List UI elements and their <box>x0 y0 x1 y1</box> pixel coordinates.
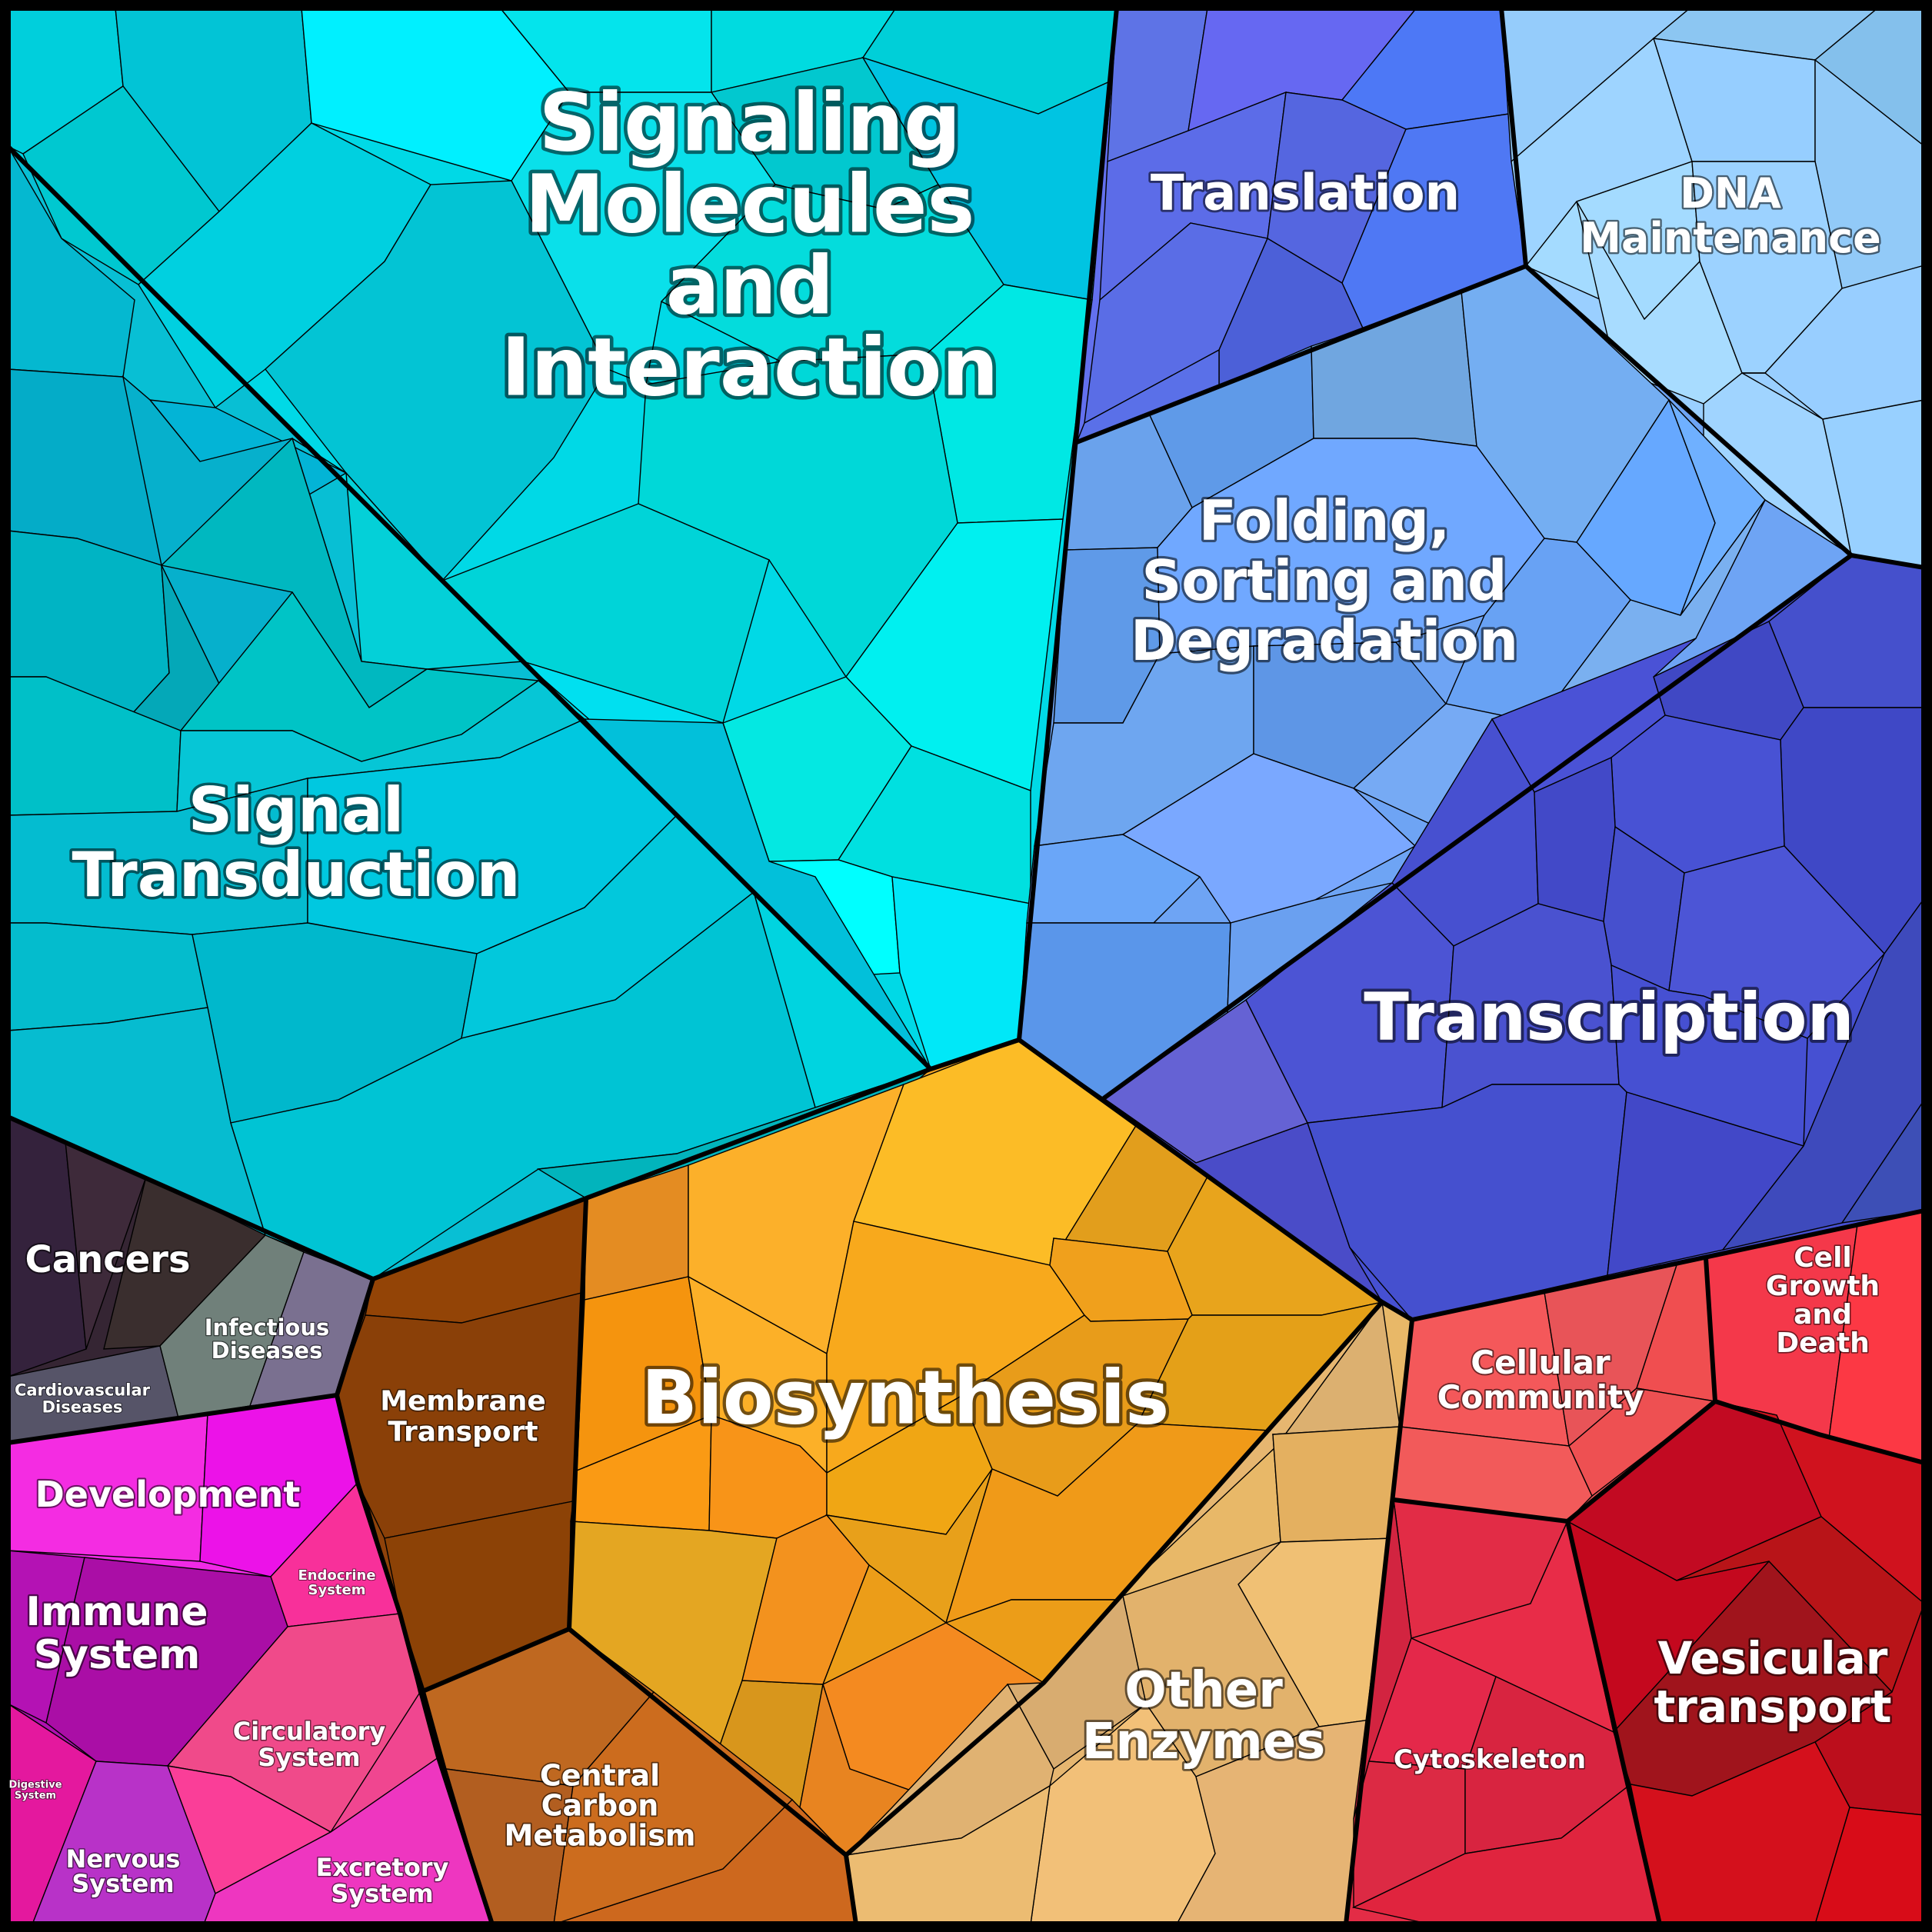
label-other-enzymes: Other Enzymes <box>1082 1662 1325 1770</box>
label-digestive-system: Digestive System <box>8 1780 62 1802</box>
label-infectious-diseases: Infectious Diseases <box>205 1314 330 1364</box>
label-vesicular-transport: Vesicular transport <box>1654 1632 1892 1733</box>
label-folding: Folding, Sorting and Degradation <box>1131 488 1518 673</box>
border <box>5 144 933 1071</box>
cell <box>1121 753 1417 924</box>
label-cytoskeleton: Cytoskeleton <box>1394 1744 1586 1775</box>
label-endocrine-system: Endocrine System <box>298 1567 375 1598</box>
label-nervous-system: Nervous System <box>66 1844 181 1898</box>
label-development: Development <box>35 1474 301 1515</box>
label-immune-system: Immune System <box>25 1589 208 1678</box>
label-circulatory-system: Circulatory System <box>233 1717 386 1772</box>
border <box>1102 553 1853 1101</box>
border <box>844 1301 1384 1925</box>
border <box>1393 1257 1717 1524</box>
border <box>335 1278 495 1925</box>
label-cellular-community: Cellular Community <box>1437 1344 1644 1416</box>
border <box>1018 1038 1925 1322</box>
label-signaling: Signaling Molecules and Interaction <box>501 75 999 414</box>
label-biosynthesis: Biosynthesis <box>641 1355 1170 1441</box>
border <box>1565 1521 1662 1925</box>
cell <box>1272 1426 1401 1543</box>
label-membrane-transport: Membrane Transport <box>380 1386 546 1448</box>
cell <box>638 353 958 678</box>
border <box>1714 1399 1925 1465</box>
label-translation: Translation <box>1151 165 1460 222</box>
cell-subdivisions <box>7 7 1925 1926</box>
label-transcription: Transcription <box>1364 979 1854 1056</box>
border <box>423 1627 571 1693</box>
label-signal-transduction: Signal Transduction <box>72 774 520 911</box>
label-cancers: Cancers <box>25 1238 190 1281</box>
border <box>7 1393 338 1445</box>
border <box>1499 7 1925 570</box>
region-labels: Signaling Molecules and Interaction Signal Tr… <box>8 72 1894 1910</box>
label-cell-growth: Cell Growth and Death <box>1766 1242 1880 1359</box>
label-cardiovascular-diseases: Cardiovascular Diseases <box>15 1381 151 1416</box>
border <box>1075 264 1527 445</box>
border <box>1344 1319 1414 1925</box>
border <box>1017 7 1119 1041</box>
label-excretory-system: Excretory System <box>316 1853 449 1908</box>
cell <box>1026 834 1201 924</box>
label-central-carbon: Central Carbon Metabolism <box>505 1758 696 1852</box>
label-dna-maintenance: DNA Maintenance <box>1580 169 1881 262</box>
